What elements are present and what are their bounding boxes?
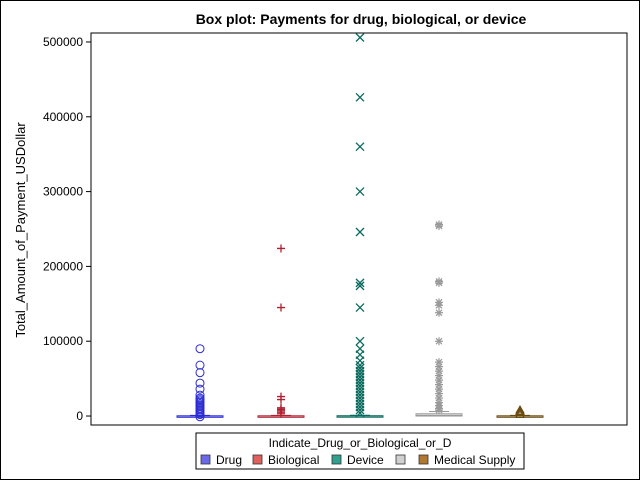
outlier-point <box>435 394 443 403</box>
legend-label: Medical Supply <box>434 453 515 467</box>
legend: Indicate_Drug_or_Biological_or_D Drug Bio… <box>195 432 525 470</box>
legend-swatch <box>200 454 211 465</box>
legend-label: Device <box>347 453 384 467</box>
legend-swatch <box>331 454 342 465</box>
outlier-point <box>195 360 205 370</box>
y-tick-label: 100000 <box>43 334 83 348</box>
outlier-point <box>355 278 365 288</box>
outlier-point <box>277 303 285 312</box>
outlier-point <box>435 358 443 367</box>
box-series-device <box>336 33 384 418</box>
box-series-medical-supply <box>496 405 544 419</box>
y-axis-label: Total_Amount_of_Payment_USDollar <box>13 122 28 338</box>
legend-label: Drug <box>216 453 242 467</box>
outlier-point <box>355 303 365 313</box>
y-tick-label: 200000 <box>43 259 83 273</box>
legend-label: Biological <box>268 453 319 467</box>
outlier-point <box>435 376 443 385</box>
y-tick-label: 500000 <box>43 35 83 49</box>
legend-item <box>395 454 406 465</box>
outlier-point <box>435 371 443 380</box>
outlier-point <box>435 308 443 317</box>
outlier-point <box>435 385 443 394</box>
legend-item: Biological <box>252 453 319 467</box>
box-series-unlabeled <box>415 220 463 417</box>
outlier-point <box>355 227 365 237</box>
y-tick-label: 0 <box>76 409 83 423</box>
outlier-point <box>435 362 443 371</box>
legend-swatch <box>252 454 263 465</box>
plot-area <box>90 32 628 426</box>
outlier-point <box>355 356 365 366</box>
legend-item: Medical Supply <box>418 453 515 467</box>
outlier-point <box>355 336 365 346</box>
outlier-point <box>355 33 365 42</box>
legend-swatch <box>418 454 429 465</box>
outlier-point <box>355 142 365 152</box>
y-tick-label: 300000 <box>43 185 83 199</box>
outlier-point <box>277 244 285 253</box>
outlier-point <box>435 389 443 398</box>
legend-item: Device <box>331 453 384 467</box>
outlier-point <box>355 281 365 291</box>
outlier-point <box>195 344 205 354</box>
box-series-group <box>176 33 544 422</box>
outlier-point <box>277 409 285 418</box>
outlier-point <box>195 412 205 422</box>
outlier-point <box>515 405 525 414</box>
outlier-point <box>195 384 205 394</box>
outlier-point <box>515 408 525 417</box>
outlier-point <box>435 301 443 310</box>
outlier-point <box>435 278 443 287</box>
outlier-point <box>355 187 365 197</box>
outlier-point <box>355 92 365 102</box>
y-axis: 0 100000 200000 300000 400000 500000 <box>43 35 91 423</box>
outlier-point <box>195 378 205 388</box>
box-series-biological <box>257 244 305 418</box>
legend-items: Drug Biological Device Medical Supply <box>200 453 515 467</box>
outlier-point <box>195 410 205 420</box>
legend-item: Drug <box>200 453 242 467</box>
outlier-point <box>195 368 205 378</box>
outlier-point <box>195 390 205 400</box>
legend-title: Indicate_Drug_or_Biological_or_D <box>269 436 452 450</box>
outlier-point <box>355 405 365 415</box>
y-tick-label: 400000 <box>43 110 83 124</box>
legend-swatch <box>395 454 406 465</box>
outlier-point <box>355 408 365 418</box>
outlier-point <box>435 337 443 346</box>
outlier-point <box>515 409 525 419</box>
outlier-point <box>435 367 443 376</box>
box-series-drug <box>176 344 224 422</box>
outlier-point <box>277 395 285 404</box>
chart-title: Box plot: Payments for drug, biological,… <box>196 11 527 27</box>
outlier-point <box>435 380 443 389</box>
legend-frame <box>195 432 525 470</box>
outlier-point <box>515 406 525 416</box>
outlier-point <box>435 222 443 231</box>
outlier-point <box>435 406 443 415</box>
